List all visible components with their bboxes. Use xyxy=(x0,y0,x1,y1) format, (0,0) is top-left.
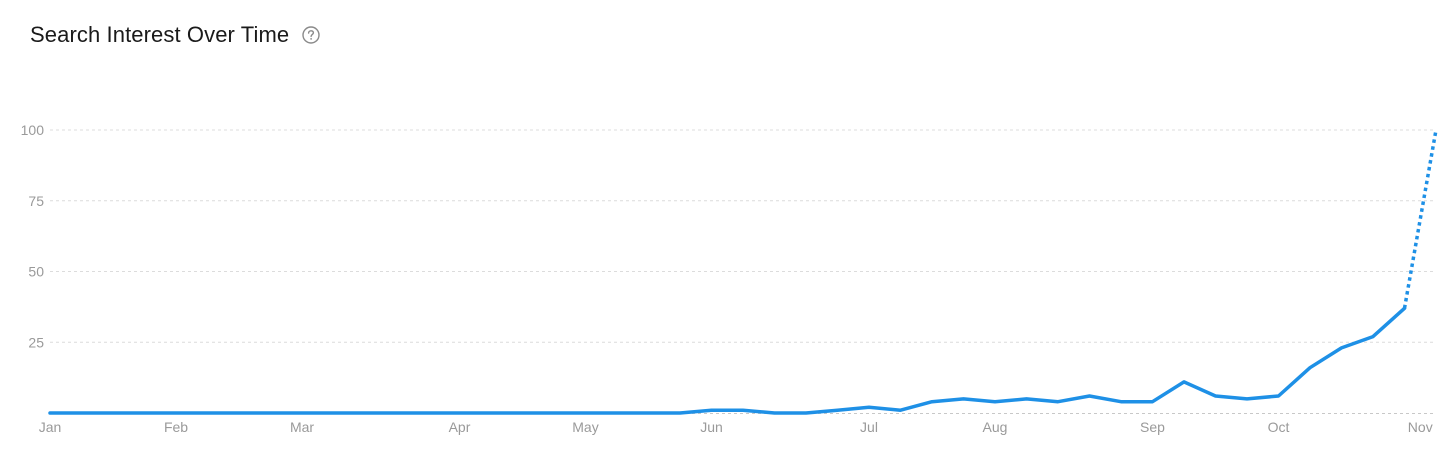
data-point xyxy=(773,411,777,415)
y-tick-label: 50 xyxy=(28,264,44,280)
data-point xyxy=(804,411,808,415)
y-tick-label: 25 xyxy=(28,334,44,350)
data-point xyxy=(1088,394,1092,398)
chart-header: Search Interest Over Time xyxy=(30,18,320,52)
series-line xyxy=(48,306,1407,415)
data-point xyxy=(1025,397,1029,401)
data-point xyxy=(1119,400,1123,404)
data-point xyxy=(1340,346,1344,350)
data-point xyxy=(1214,394,1218,398)
series-line-partial xyxy=(1402,129,1438,309)
x-tick-label: Nov xyxy=(1408,419,1433,435)
data-point xyxy=(899,408,903,412)
x-tick-label: Feb xyxy=(164,419,188,435)
chart-title: Search Interest Over Time xyxy=(30,22,290,47)
x-tick-label: Apr xyxy=(449,419,471,435)
x-tick-label: Jul xyxy=(860,419,878,435)
x-axis-ticks: Jan Feb Mar Apr May Jun Jul Aug Sep Oct Nov xyxy=(39,419,1433,435)
y-tick-label: 75 xyxy=(28,193,44,209)
data-point xyxy=(300,411,304,415)
data-point xyxy=(1245,397,1249,401)
x-tick-label: Mar xyxy=(290,419,314,435)
y-axis-ticks: 25 50 75 100 xyxy=(21,122,45,350)
data-point xyxy=(458,411,462,415)
data-point xyxy=(1308,366,1312,370)
data-point xyxy=(678,411,682,415)
x-tick-label: Sep xyxy=(1140,419,1165,435)
x-tick-label: May xyxy=(572,419,598,435)
data-point xyxy=(1434,128,1438,132)
data-point xyxy=(584,411,588,415)
x-tick-label: Jan xyxy=(39,419,62,435)
data-point xyxy=(174,411,178,415)
data-point xyxy=(867,405,871,409)
question-circle-icon[interactable] xyxy=(302,26,320,44)
data-point xyxy=(1151,400,1155,404)
data-point xyxy=(930,400,934,404)
data-point xyxy=(1056,400,1060,404)
data-point xyxy=(48,411,52,415)
x-tick-label: Oct xyxy=(1268,419,1290,435)
data-point xyxy=(836,408,840,412)
grid-lines xyxy=(50,129,1436,414)
data-point xyxy=(1403,306,1407,310)
data-point xyxy=(1371,335,1375,339)
data-point xyxy=(993,400,997,404)
series-lines xyxy=(48,129,1438,415)
x-tick-label: Aug xyxy=(983,419,1008,435)
data-point xyxy=(962,397,966,401)
data-point xyxy=(710,408,714,412)
data-point xyxy=(1277,394,1281,398)
data-point xyxy=(741,408,745,412)
y-tick-label: 100 xyxy=(21,122,45,138)
x-tick-label: Jun xyxy=(700,419,723,435)
data-point xyxy=(1182,380,1186,384)
